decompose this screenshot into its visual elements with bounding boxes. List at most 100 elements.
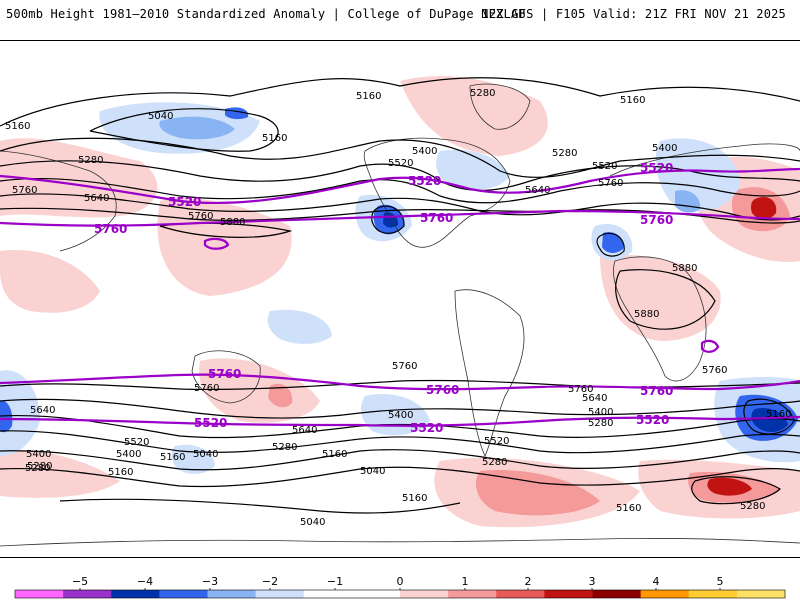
contour-label: 5880 [634, 309, 659, 320]
contour-closed-low-atlantic [596, 232, 625, 257]
contour-5880-africa [615, 269, 716, 330]
contour-label: 5160 [160, 452, 185, 463]
contour-label: 5400 [26, 449, 51, 460]
map-title: 500mb Height 1981–2010 Standardized Anom… [6, 7, 526, 21]
contour-label: 5280 [27, 461, 52, 472]
contour-label: 5280 [740, 501, 765, 512]
neg-anomaly [751, 407, 788, 433]
tick-label: −4 [137, 575, 153, 588]
color-bin [592, 590, 642, 598]
contour-label: 5280 [272, 442, 297, 453]
color-bin [15, 590, 64, 598]
contour-label: 5280 [552, 148, 577, 159]
europe-asia-coast [0, 143, 800, 252]
contour-label: 5280 [588, 418, 613, 429]
contour-5280-south [0, 449, 800, 471]
highlight-label: 5520 [168, 195, 201, 209]
contour-label: 5640 [84, 193, 109, 204]
pos-anomaly [751, 196, 777, 219]
contour-label: 5520 [484, 436, 509, 447]
contour-label: 5160 [356, 91, 381, 102]
color-bin [688, 590, 738, 598]
neg-anomaly [0, 400, 13, 433]
contour-label: 5760 [188, 211, 213, 222]
tick-label: −5 [72, 575, 88, 588]
color-bin [159, 590, 208, 598]
contour-label: 5040 [300, 517, 325, 528]
australia-coast [191, 350, 261, 404]
contour-label: 5640 [525, 185, 550, 196]
contour-5760-north [0, 207, 800, 224]
contour-label: 5400 [116, 449, 141, 460]
highlight-label: 5520 [194, 416, 227, 430]
contour-label: 5160 [322, 449, 347, 460]
contour-label: 5520 [592, 161, 617, 172]
contour-5400-south [0, 430, 800, 454]
tick-label: 3 [589, 575, 596, 588]
anomaly-map: 5160 5040 5160 5280 5160 5160 5520 5400 … [0, 76, 800, 547]
highlight-contours [0, 167, 800, 427]
highlight-label: 5760 [640, 213, 673, 227]
tick-label: −3 [202, 575, 218, 588]
color-scale-legend: −5 −4 −3 −2 −1 0 1 2 3 4 5 [0, 570, 800, 600]
highlight-label: 5760 [420, 211, 453, 225]
color-bin [351, 590, 401, 598]
pos-anomaly [475, 470, 600, 516]
pos-anomaly [0, 138, 158, 218]
contour-label: 5040 [193, 449, 218, 460]
contour-labels: 5160 5040 5160 5280 5160 5160 5520 5400 … [5, 88, 791, 528]
contour-label: 5520 [124, 437, 149, 448]
contour-5280-closed [691, 476, 781, 505]
contour-label: 5760 [12, 185, 37, 196]
africa-coast [613, 256, 707, 382]
run-info: 12Z GFS | F105 Valid: 21Z FRI NOV 21 202… [481, 7, 786, 21]
pos-anomaly [268, 383, 293, 408]
highlight-label: 5520 [636, 413, 669, 427]
contour-label: 5160 [402, 493, 427, 504]
color-bin [496, 590, 545, 598]
contour-label: 5880 [672, 263, 697, 274]
contour-label: 5160 [766, 409, 791, 420]
pos-anomaly [0, 250, 100, 313]
north-america-coast [363, 137, 511, 248]
contour-label: 5040 [148, 111, 173, 122]
contour-label: 5160 [616, 503, 641, 514]
highlight-labels: 5520 5760 5520 5760 5520 5760 5760 5760 … [94, 161, 673, 435]
highlight-label: 5520 [410, 421, 443, 435]
antarctica-coast [0, 538, 800, 547]
neg-anomaly [267, 309, 332, 344]
contour-5520-north-highlight [0, 167, 800, 205]
highlight-label: 5520 [408, 174, 441, 188]
color-bar-ticks: −5 −4 −3 −2 −1 0 1 2 3 4 5 [72, 575, 724, 588]
neg-anomaly [159, 116, 235, 140]
contour-label: 5760 [598, 178, 623, 189]
color-bin [207, 590, 257, 598]
tick-label: 1 [462, 575, 469, 588]
color-bin [640, 590, 690, 598]
contour-5160-north [0, 77, 800, 127]
contour-5880-north-highlight [203, 237, 230, 250]
contour-label: 5760 [568, 384, 593, 395]
contour-label: 5400 [412, 146, 437, 157]
contour-label: 5160 [620, 95, 645, 106]
contour-5280-north [0, 137, 800, 178]
contour-label: 5040 [360, 466, 385, 477]
highlight-label: 5760 [94, 222, 127, 236]
contour-label: 5280 [25, 463, 50, 474]
tick-label: 4 [653, 575, 660, 588]
pos-anomaly [600, 254, 721, 341]
neg-anomaly [0, 370, 40, 456]
contour-label: 5640 [582, 393, 607, 404]
pos-anomaly [707, 477, 752, 496]
contour-label: 5160 [262, 133, 287, 144]
contour-label: 5760 [392, 361, 417, 372]
south-america-coast [454, 289, 525, 457]
anomaly-shading [0, 76, 800, 528]
contour-label: 5880 [220, 217, 245, 228]
contour-label: 5400 [652, 143, 677, 154]
color-bar [14, 588, 786, 599]
highlight-label: 5520 [640, 161, 673, 175]
contour-5640-south [0, 398, 800, 419]
color-bin [255, 590, 305, 598]
contour-label: 5280 [482, 457, 507, 468]
